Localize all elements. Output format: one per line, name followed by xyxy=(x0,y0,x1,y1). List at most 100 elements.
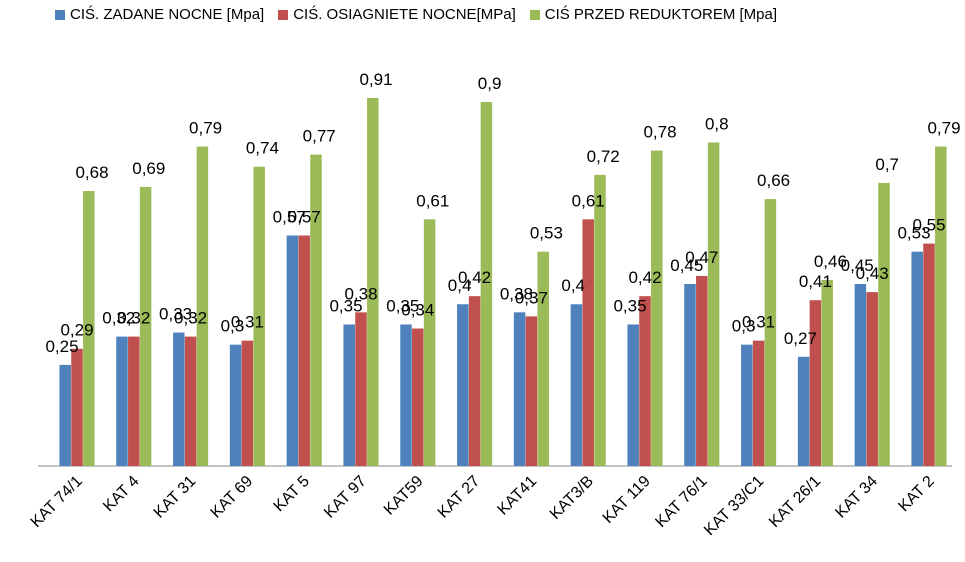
bar-zadane xyxy=(570,304,583,466)
data-label-osiagniete: 0,31 xyxy=(742,313,775,332)
bar-zadane xyxy=(741,344,753,466)
category-label: KAT 33/C1 xyxy=(701,473,767,539)
data-label-przed-reduktorem: 0,69 xyxy=(132,159,165,178)
category-label: KAT59 xyxy=(381,473,427,519)
bar-osiagniete xyxy=(184,336,197,466)
bar-przed-reduktorem xyxy=(253,166,265,466)
data-label-przed-reduktorem: 0,74 xyxy=(246,139,279,158)
bar-przed-reduktorem xyxy=(423,219,436,466)
category-label: KAT 31 xyxy=(151,473,200,522)
bar-osiagniete xyxy=(468,296,481,466)
legend-swatch-przed-reduktorem xyxy=(529,9,540,20)
category-label: KAT3/B xyxy=(547,473,597,523)
legend-label-zadane: CIŚ. ZADANE NOCNE [Mpa] xyxy=(70,6,265,23)
bar-przed-reduktorem xyxy=(764,199,777,466)
data-label-zadane: 0,45 xyxy=(841,256,874,275)
data-label-zadane: 0,25 xyxy=(45,337,78,356)
bar-osiagniete xyxy=(809,300,822,466)
bar-przed-reduktorem xyxy=(821,279,833,466)
data-label-osiagniete: 0,41 xyxy=(799,272,832,291)
bar-osiagniete xyxy=(639,296,651,466)
category-label: KAT41 xyxy=(494,473,540,519)
legend-label-osiagniete: CIŚ. OSIAGNIETE NOCNE[MPa] xyxy=(293,6,516,23)
data-label-zadane: 0,3 xyxy=(732,317,756,336)
data-label-osiagniete: 0,43 xyxy=(856,264,889,283)
legend-swatch-zadane xyxy=(55,9,65,20)
data-label-osiagniete: 0,31 xyxy=(231,313,264,332)
bar-osiagniete xyxy=(128,336,140,466)
data-label-osiagniete: 0,37 xyxy=(515,288,548,307)
category-label: KAT 119 xyxy=(600,473,654,527)
bar-zadane xyxy=(513,312,526,466)
category-label: KAT 69 xyxy=(208,473,257,522)
data-label-zadane: 0,35 xyxy=(329,296,362,315)
bar-przed-reduktorem xyxy=(83,191,95,466)
legend-label-przed-reduktorem: CIŚ PRZED REDUKTOREM [Mpa] xyxy=(544,6,778,23)
data-label-osiagniete: 0,34 xyxy=(401,301,434,320)
data-label-zadane: 0,38 xyxy=(500,284,533,303)
bar-osiagniete xyxy=(696,275,708,466)
data-label-osiagniete: 0,55 xyxy=(912,216,945,235)
category-label: KAT 26/1 xyxy=(766,473,824,531)
bar-osiagniete xyxy=(298,235,310,466)
bar-przed-reduktorem xyxy=(139,186,152,466)
category-label: KAT 2 xyxy=(895,473,937,515)
value-labels-group: 0,250,290,680,320,320,690,330,320,790,30… xyxy=(45,70,960,356)
bar-przed-reduktorem xyxy=(537,251,549,466)
bar-zadane xyxy=(229,344,242,466)
data-label-przed-reduktorem: 0,53 xyxy=(530,224,563,243)
bar-osiagniete xyxy=(752,340,765,466)
bar-zadane xyxy=(911,251,923,466)
data-label-osiagniete: 0,32 xyxy=(117,309,150,328)
data-label-przed-reduktorem: 0,79 xyxy=(189,119,222,138)
data-label-zadane: 0,35 xyxy=(613,296,646,315)
bar-zadane xyxy=(854,284,867,466)
data-label-osiagniete: 0,57 xyxy=(288,207,321,226)
data-label-osiagniete: 0,29 xyxy=(60,321,93,340)
data-label-zadane: 0,32 xyxy=(102,309,135,328)
data-label-zadane: 0,53 xyxy=(897,224,930,243)
bars-group xyxy=(59,98,947,467)
bar-przed-reduktorem xyxy=(196,146,209,466)
data-label-osiagniete: 0,47 xyxy=(685,248,718,267)
category-label: KAT 4 xyxy=(100,473,142,515)
data-label-przed-reduktorem: 0,46 xyxy=(814,252,847,271)
bar-osiagniete xyxy=(866,292,878,466)
data-label-osiagniete: 0,32 xyxy=(174,309,207,328)
data-label-przed-reduktorem: 0,72 xyxy=(587,147,620,166)
bar-zadane xyxy=(286,235,299,466)
legend: CIŚ. ZADANE NOCNE [Mpa] CIŚ. OSIAGNIETE … xyxy=(55,6,777,23)
bar-zadane xyxy=(59,364,71,466)
bar-osiagniete xyxy=(923,243,935,466)
bar-osiagniete xyxy=(525,316,538,466)
data-label-przed-reduktorem: 0,61 xyxy=(416,191,449,210)
legend-item-przed-reduktorem: CIŚ PRZED REDUKTOREM [Mpa] xyxy=(529,6,778,23)
legend-swatch-osiagniete xyxy=(278,9,289,20)
bar-osiagniete xyxy=(241,340,254,466)
data-label-zadane: 0,45 xyxy=(670,256,703,275)
data-label-zadane: 0,57 xyxy=(273,207,306,226)
category-label: KAT 27 xyxy=(435,473,484,522)
data-label-osiagniete: 0,38 xyxy=(344,284,377,303)
bar-osiagniete xyxy=(412,328,424,466)
data-label-osiagniete: 0,61 xyxy=(572,191,605,210)
data-label-przed-reduktorem: 0,79 xyxy=(927,119,960,138)
data-label-przed-reduktorem: 0,77 xyxy=(303,127,336,146)
data-label-osiagniete: 0,42 xyxy=(628,268,661,287)
category-label: KAT 76/1 xyxy=(652,473,710,531)
data-label-przed-reduktorem: 0,9 xyxy=(478,74,502,93)
bar-przed-reduktorem xyxy=(310,154,322,466)
bar-osiagniete xyxy=(582,219,594,466)
category-label: KAT 74/1 xyxy=(28,473,86,531)
bar-przed-reduktorem xyxy=(878,182,890,466)
data-label-przed-reduktorem: 0,68 xyxy=(75,163,108,182)
bar-przed-reduktorem xyxy=(935,146,947,466)
data-label-przed-reduktorem: 0,8 xyxy=(705,114,729,133)
bar-przed-reduktorem xyxy=(594,174,606,467)
bar-zadane xyxy=(343,324,355,466)
category-label: KAT 5 xyxy=(271,473,313,515)
bar-przed-reduktorem xyxy=(480,102,493,467)
bar-osiagniete xyxy=(71,348,83,466)
category-label: KAT 97 xyxy=(321,473,370,522)
